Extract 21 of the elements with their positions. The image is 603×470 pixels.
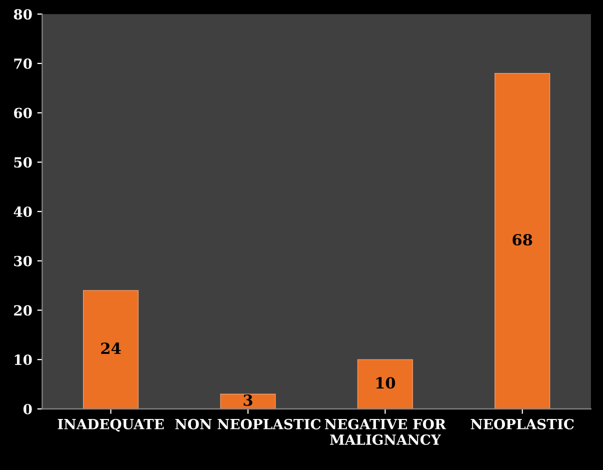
data-label: 3	[244, 394, 252, 406]
bar	[494, 72, 550, 409]
y-tick-label: 40	[14, 206, 32, 217]
y-tick-label: 70	[14, 58, 32, 69]
x-tick-label: NON NEOPLASTIC	[175, 418, 321, 430]
y-tick-label: 80	[14, 9, 32, 20]
data-label: 24	[101, 342, 121, 354]
x-tick-label: INADEQUATE	[58, 418, 164, 432]
data-label: 68	[512, 234, 532, 246]
bar	[357, 359, 413, 409]
y-tick-label: 50	[14, 157, 32, 168]
y-tick-label: 0	[23, 404, 32, 414]
x-tick-label: NEOPLASTIC	[470, 418, 574, 430]
y-tick-label: 20	[14, 305, 32, 316]
y-tick-label: 30	[14, 256, 32, 266]
bar	[220, 394, 276, 409]
data-label: 10	[376, 377, 396, 389]
y-tick-label: 10	[14, 354, 32, 366]
x-tick-label: NEGATIVE FOR MALIGNANCY	[324, 418, 446, 445]
bar	[83, 290, 139, 409]
y-tick-label: 60	[14, 108, 32, 118]
